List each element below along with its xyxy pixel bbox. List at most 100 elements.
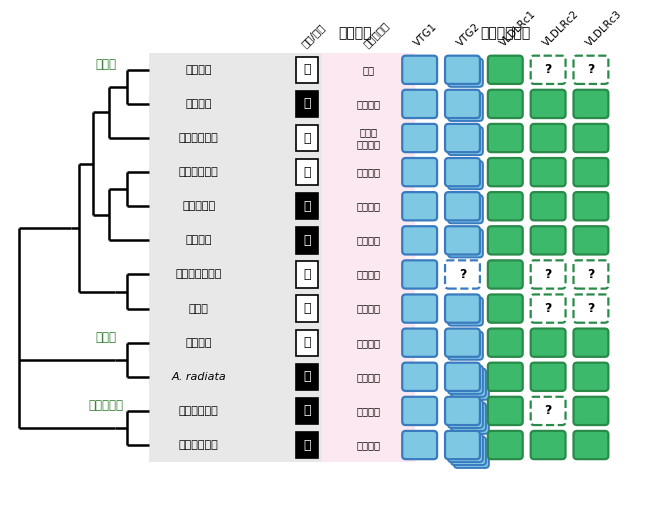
FancyBboxPatch shape — [574, 124, 608, 152]
FancyBboxPatch shape — [574, 261, 608, 289]
FancyBboxPatch shape — [574, 192, 608, 220]
Text: 卵生/胎生: 卵生/胎生 — [300, 22, 327, 49]
FancyBboxPatch shape — [445, 362, 480, 391]
Text: 繁殖様式: 繁殖様式 — [338, 27, 372, 41]
FancyBboxPatch shape — [402, 294, 437, 323]
FancyBboxPatch shape — [445, 158, 480, 186]
FancyBboxPatch shape — [531, 124, 565, 152]
Text: 遺伝子セット: 遺伝子セット — [480, 27, 531, 41]
FancyBboxPatch shape — [448, 229, 483, 257]
FancyBboxPatch shape — [488, 192, 523, 220]
Text: 胎: 胎 — [304, 63, 311, 76]
Text: 卵: 卵 — [304, 438, 311, 451]
FancyBboxPatch shape — [531, 397, 565, 425]
FancyBboxPatch shape — [448, 59, 483, 87]
FancyBboxPatch shape — [445, 261, 480, 289]
Text: アブラツノザメ: アブラツノザメ — [176, 269, 222, 279]
Text: 栄養供給法: 栄養供給法 — [361, 20, 391, 49]
FancyBboxPatch shape — [488, 226, 523, 254]
FancyBboxPatch shape — [531, 226, 565, 254]
FancyBboxPatch shape — [448, 195, 483, 223]
FancyBboxPatch shape — [451, 369, 486, 397]
Text: 胎: 胎 — [304, 302, 311, 315]
Text: 卵: 卵 — [304, 370, 311, 383]
Bar — [296, 295, 318, 322]
Text: 胎: 胎 — [304, 132, 311, 145]
Text: ?: ? — [545, 302, 552, 315]
Text: ゾウギンザメ: ゾウギンザメ — [179, 440, 218, 450]
FancyBboxPatch shape — [448, 161, 483, 189]
Text: VLDLRc2: VLDLRc2 — [541, 9, 581, 49]
Text: 卵黄依存: 卵黄依存 — [356, 406, 381, 416]
FancyBboxPatch shape — [531, 56, 565, 84]
FancyBboxPatch shape — [488, 431, 523, 459]
Text: トラフザメ: トラフザメ — [182, 201, 215, 211]
FancyBboxPatch shape — [402, 261, 437, 289]
Text: VLDLRc3: VLDLRc3 — [584, 9, 624, 49]
FancyBboxPatch shape — [454, 371, 489, 400]
Text: VTG1: VTG1 — [413, 22, 440, 49]
FancyBboxPatch shape — [402, 56, 437, 84]
FancyBboxPatch shape — [451, 437, 486, 465]
FancyBboxPatch shape — [448, 331, 483, 360]
FancyBboxPatch shape — [488, 261, 523, 289]
Text: ?: ? — [545, 63, 552, 76]
FancyBboxPatch shape — [531, 261, 565, 289]
FancyBboxPatch shape — [445, 226, 480, 254]
Text: 卵黄依存: 卵黄依存 — [356, 201, 381, 211]
Text: 卵: 卵 — [304, 97, 311, 110]
Bar — [149, 394, 415, 462]
FancyBboxPatch shape — [531, 158, 565, 186]
FancyBboxPatch shape — [574, 397, 608, 425]
FancyBboxPatch shape — [448, 400, 483, 428]
FancyBboxPatch shape — [445, 56, 480, 84]
FancyBboxPatch shape — [445, 192, 480, 220]
FancyBboxPatch shape — [574, 329, 608, 357]
FancyBboxPatch shape — [402, 90, 437, 118]
Text: 卵食＋
組織栄養: 卵食＋ 組織栄養 — [356, 127, 381, 149]
FancyBboxPatch shape — [445, 431, 480, 459]
Text: 卵黄依存: 卵黄依存 — [356, 440, 381, 450]
Text: ギンザメ類: ギンザメ類 — [88, 399, 123, 412]
FancyBboxPatch shape — [402, 362, 437, 391]
FancyBboxPatch shape — [488, 294, 523, 323]
Text: シロザメ: シロザメ — [186, 65, 212, 75]
Bar — [296, 159, 318, 185]
Text: アカエイ: アカエイ — [186, 337, 212, 348]
FancyBboxPatch shape — [488, 329, 523, 357]
FancyBboxPatch shape — [448, 366, 483, 394]
FancyBboxPatch shape — [454, 440, 489, 468]
Text: ラブカ: ラブカ — [189, 304, 208, 314]
FancyBboxPatch shape — [574, 158, 608, 186]
Text: A. radiata: A. radiata — [172, 372, 226, 382]
FancyBboxPatch shape — [574, 90, 608, 118]
FancyBboxPatch shape — [402, 124, 437, 152]
FancyBboxPatch shape — [531, 431, 565, 459]
FancyBboxPatch shape — [448, 127, 483, 155]
FancyBboxPatch shape — [531, 192, 565, 220]
Text: 胎: 胎 — [304, 336, 311, 349]
Text: 卵黄依存: 卵黄依存 — [356, 167, 381, 177]
FancyBboxPatch shape — [448, 434, 483, 462]
Text: 卵黄依存: 卵黄依存 — [356, 99, 381, 109]
FancyBboxPatch shape — [531, 90, 565, 118]
Bar — [296, 432, 318, 458]
Text: トラザメ: トラザメ — [186, 99, 212, 109]
FancyBboxPatch shape — [488, 362, 523, 391]
Bar — [296, 398, 318, 424]
FancyBboxPatch shape — [402, 431, 437, 459]
FancyBboxPatch shape — [488, 158, 523, 186]
Text: アカギンザメ: アカギンザメ — [179, 406, 218, 416]
Text: エイ類: エイ類 — [95, 331, 117, 344]
FancyBboxPatch shape — [574, 56, 608, 84]
Text: 卵黄依存: 卵黄依存 — [356, 372, 381, 382]
FancyBboxPatch shape — [448, 93, 483, 121]
FancyBboxPatch shape — [488, 397, 523, 425]
FancyBboxPatch shape — [402, 397, 437, 425]
FancyBboxPatch shape — [445, 90, 480, 118]
FancyBboxPatch shape — [451, 402, 486, 431]
Text: 卵黄依存: 卵黄依存 — [356, 269, 381, 279]
Text: ?: ? — [587, 63, 594, 76]
FancyBboxPatch shape — [488, 90, 523, 118]
Text: ホホジロザメ: ホホジロザメ — [179, 133, 218, 143]
